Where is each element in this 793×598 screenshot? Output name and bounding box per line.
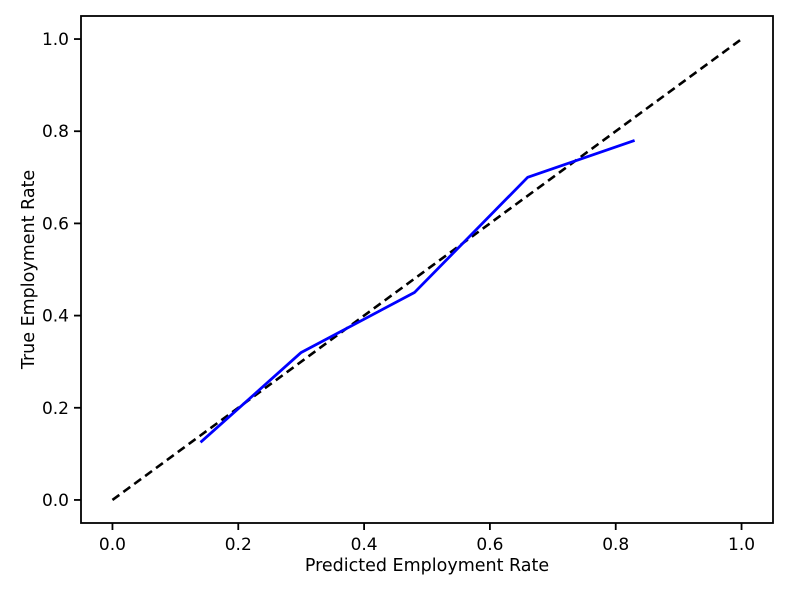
calibration-curve-line: [199, 139, 636, 444]
y-tick-label: 1.0: [42, 30, 69, 50]
x-tick-label: 0.6: [476, 535, 503, 555]
y-tick-label: 0.2: [42, 399, 69, 419]
plot-border: [80, 15, 774, 524]
x-tick-label: 0.8: [602, 535, 629, 555]
x-tick-label: 1.0: [728, 535, 755, 555]
x-tick-label: 0.4: [351, 535, 378, 555]
y-tick-label: 0.8: [42, 122, 69, 142]
x-axis-label: Predicted Employment Rate: [305, 556, 549, 576]
axes: 0.0 0.2 0.4 0.6 0.8 1.0 0.0 0.2 0.4 0.6 0.8 1.0: [42, 15, 774, 555]
series-lines: [111, 37, 743, 502]
perfect-calibration-line: [111, 37, 743, 502]
y-tick-label: 0.0: [42, 491, 69, 511]
x-tick-label: 0.0: [99, 535, 126, 555]
y-tick-label: 0.4: [42, 307, 69, 327]
y-tick-label: 0.6: [42, 214, 69, 234]
y-axis-label: True Employment Rate: [19, 170, 39, 370]
x-tick-label: 0.2: [225, 535, 252, 555]
